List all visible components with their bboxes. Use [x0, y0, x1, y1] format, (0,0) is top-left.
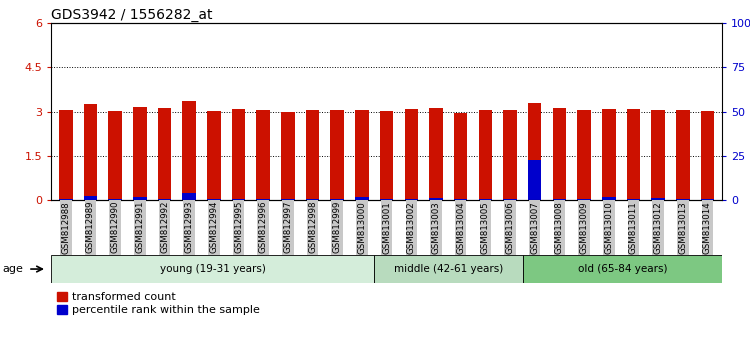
Bar	[700, 199, 714, 200]
Bar	[84, 196, 98, 200]
Text: GSM813008: GSM813008	[555, 201, 564, 254]
Text: GSM813007: GSM813007	[530, 201, 539, 254]
Text: GSM812988: GSM812988	[62, 201, 70, 253]
Text: GSM813000: GSM813000	[358, 201, 367, 254]
Text: GSM812995: GSM812995	[234, 201, 243, 253]
Text: GSM812989: GSM812989	[86, 201, 95, 253]
Bar	[528, 160, 542, 200]
Bar	[281, 199, 295, 200]
Bar	[578, 199, 591, 200]
Text: GSM813004: GSM813004	[456, 201, 465, 254]
Text: GDS3942 / 1556282_at: GDS3942 / 1556282_at	[51, 8, 212, 22]
Text: GSM812999: GSM812999	[333, 201, 342, 253]
Bar	[626, 109, 640, 200]
Bar	[133, 107, 147, 200]
Text: GSM813014: GSM813014	[703, 201, 712, 254]
Bar	[404, 109, 418, 200]
Bar	[331, 110, 344, 200]
Bar	[281, 112, 295, 200]
Bar	[356, 110, 369, 200]
Bar	[626, 199, 640, 200]
Text: GSM813012: GSM813012	[653, 201, 662, 254]
Text: GSM812998: GSM812998	[308, 201, 317, 253]
Bar	[404, 199, 418, 200]
Text: GSM812994: GSM812994	[209, 201, 218, 253]
Bar	[207, 111, 220, 200]
Bar	[59, 110, 73, 200]
Text: old (65-84 years): old (65-84 years)	[578, 264, 668, 274]
Bar	[700, 111, 714, 200]
Bar	[528, 103, 542, 200]
Text: young (19-31 years): young (19-31 years)	[160, 264, 266, 274]
Text: GSM812992: GSM812992	[160, 201, 169, 253]
Text: GSM813001: GSM813001	[382, 201, 392, 254]
Bar	[651, 110, 664, 200]
Bar	[429, 198, 442, 200]
Bar	[478, 110, 492, 200]
Bar	[158, 199, 171, 200]
Text: GSM812993: GSM812993	[184, 201, 194, 253]
Bar	[602, 198, 616, 200]
Bar	[109, 111, 122, 200]
Text: GSM812997: GSM812997	[284, 201, 292, 253]
Bar	[306, 199, 320, 200]
Legend: transformed count, percentile rank within the sample: transformed count, percentile rank withi…	[56, 292, 260, 315]
Bar	[478, 199, 492, 200]
Bar	[429, 108, 442, 200]
Bar	[256, 110, 270, 200]
Bar	[454, 199, 467, 200]
Bar	[553, 108, 566, 200]
Bar	[676, 110, 689, 200]
Text: GSM813013: GSM813013	[678, 201, 687, 254]
Bar	[503, 199, 517, 200]
Bar	[503, 110, 517, 200]
Bar	[578, 110, 591, 200]
Text: GSM812990: GSM812990	[111, 201, 120, 253]
Bar	[380, 111, 394, 200]
Bar	[356, 198, 369, 200]
Bar	[158, 108, 171, 200]
Text: GSM813006: GSM813006	[506, 201, 515, 254]
Text: age: age	[2, 264, 23, 274]
Bar	[331, 199, 344, 200]
Bar	[207, 199, 220, 200]
Text: GSM813011: GSM813011	[629, 201, 638, 254]
Text: GSM813002: GSM813002	[406, 201, 416, 254]
Bar	[374, 255, 524, 283]
Text: GSM812991: GSM812991	[135, 201, 144, 253]
Text: GSM812996: GSM812996	[259, 201, 268, 253]
Bar	[232, 109, 245, 200]
Bar	[133, 198, 147, 200]
Bar	[306, 110, 320, 200]
Text: GSM813010: GSM813010	[604, 201, 613, 254]
Bar	[380, 199, 394, 200]
Bar	[182, 193, 196, 200]
Bar	[676, 199, 689, 200]
Bar	[454, 113, 467, 200]
Bar	[84, 104, 98, 200]
Bar	[109, 199, 122, 200]
Bar	[182, 101, 196, 200]
Text: middle (42-61 years): middle (42-61 years)	[394, 264, 503, 274]
Text: GSM813005: GSM813005	[481, 201, 490, 254]
Bar	[256, 199, 270, 200]
Bar	[232, 199, 245, 200]
Text: GSM813009: GSM813009	[580, 201, 589, 253]
Bar	[524, 255, 722, 283]
Bar	[651, 198, 664, 200]
Bar	[51, 255, 374, 283]
Bar	[602, 109, 616, 200]
Text: GSM813003: GSM813003	[431, 201, 440, 254]
Bar	[59, 199, 73, 200]
Bar	[553, 199, 566, 200]
